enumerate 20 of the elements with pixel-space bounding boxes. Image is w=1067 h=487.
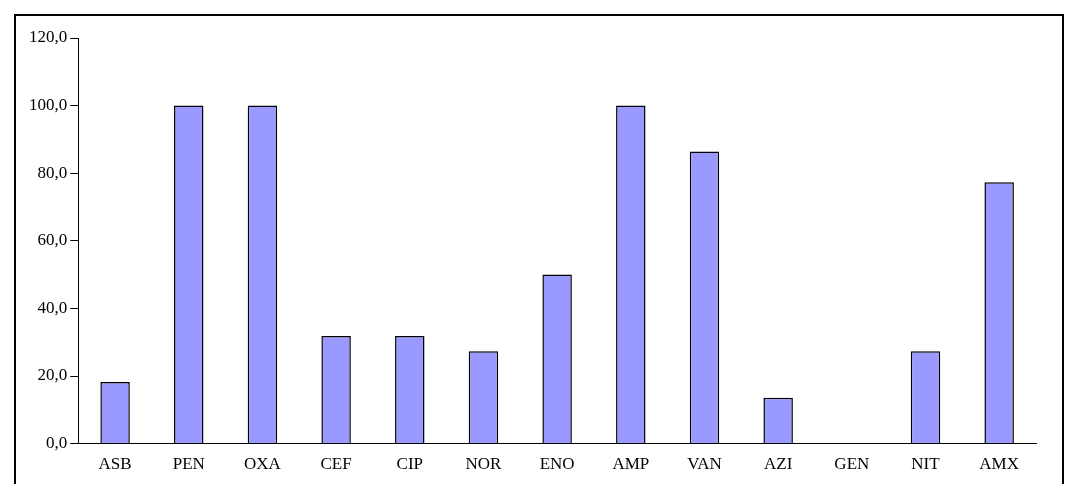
- x-tick-label: AMX: [979, 454, 1019, 474]
- x-tick-label: AMP: [612, 454, 650, 474]
- y-tick-label: 60,0: [37, 230, 68, 250]
- x-tick-label: OXA: [244, 454, 282, 474]
- y-tick-label: 20,0: [37, 365, 68, 385]
- x-tick-label: AZI: [763, 454, 793, 474]
- y-tick-label: 0,0: [46, 433, 68, 453]
- x-tick-label: ASB: [98, 454, 132, 474]
- y-tick-label: 80,0: [37, 162, 68, 182]
- x-tick-label: CEF: [320, 454, 352, 474]
- x-tick-label: ENO: [539, 454, 575, 474]
- x-tick-label: NOR: [465, 454, 503, 474]
- x-tick-label: GEN: [834, 454, 870, 474]
- x-tick-label: VAN: [687, 454, 722, 474]
- x-tick-label: NIT: [911, 454, 941, 474]
- x-tick-label: CIP: [396, 454, 424, 474]
- y-tick-label: 100,0: [29, 95, 68, 115]
- y-tick-label: 120,0: [29, 27, 68, 47]
- y-tick-label: 40,0: [37, 297, 68, 317]
- x-tick-label: PEN: [172, 454, 205, 474]
